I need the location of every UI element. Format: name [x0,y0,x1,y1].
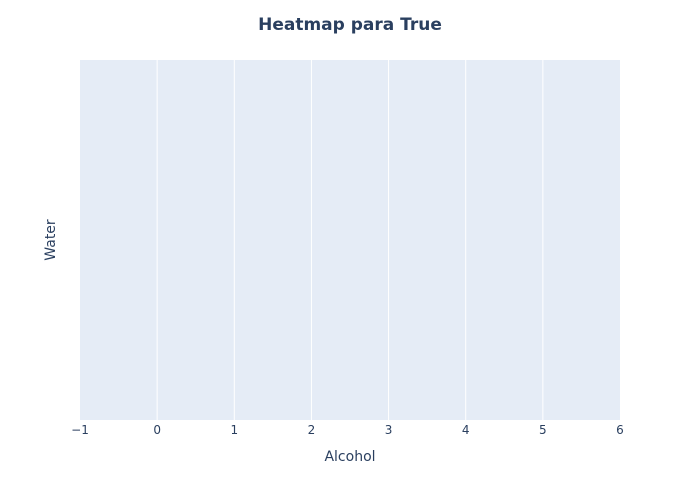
x-tick-label: 1 [230,423,238,437]
x-axis-title: Alcohol [324,449,375,465]
x-tick-label: 6 [616,423,624,437]
x-tick-label: 0 [153,423,161,437]
x-tick-label: −1 [71,423,89,437]
plot-area [80,60,620,420]
x-tick-label: 4 [462,423,470,437]
y-axis-title: Water [43,219,59,261]
gridlines [156,60,544,420]
x-tick-label: 5 [539,423,547,437]
chart-title: Heatmap para True [258,15,442,35]
x-tick-label: 3 [385,423,393,437]
x-tick-label: 2 [308,423,316,437]
x-tick-labels: −1 0 1 2 3 4 5 6 [71,423,624,437]
